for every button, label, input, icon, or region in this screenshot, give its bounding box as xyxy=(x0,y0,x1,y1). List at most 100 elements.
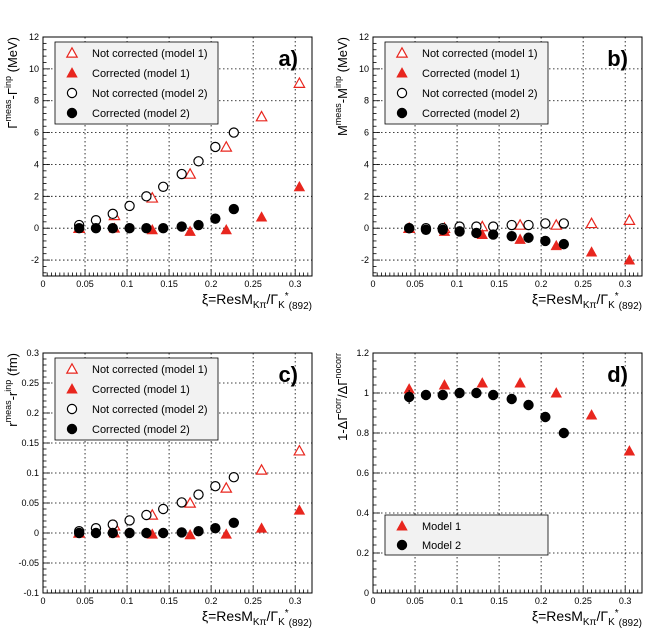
x-tick-label: 0.2 xyxy=(205,279,218,289)
x-tick-label: 0.25 xyxy=(244,596,262,606)
data-point xyxy=(506,219,517,231)
data-point xyxy=(184,528,196,540)
y-axis-title: Mmeas-Minp (MeV) xyxy=(333,37,350,136)
data-point xyxy=(585,216,598,229)
legend-marker xyxy=(396,107,408,119)
x-tick-label: 0.05 xyxy=(76,596,94,606)
data-point xyxy=(158,503,169,515)
panel-c: 0 0.05 0.1 0.15 0.2 0.25 0.3 -0.1 -0.05 0 0.05 0.1 0… xyxy=(3,348,313,629)
x-tick-label: 0.3 xyxy=(619,279,632,289)
y-tick-label: 12 xyxy=(359,32,369,42)
y-tick-label: 4 xyxy=(364,159,369,169)
data-point xyxy=(183,496,197,508)
legend-label: Corrected (model 2) xyxy=(92,108,190,120)
x-tick-label: 0.05 xyxy=(406,596,424,606)
y-tick-label: 0 xyxy=(364,588,369,598)
legend-marker xyxy=(396,87,408,99)
data-point xyxy=(220,223,232,235)
data-point xyxy=(403,222,415,234)
data-point xyxy=(514,377,526,388)
x-tick-label: 0.2 xyxy=(535,596,548,606)
data-point xyxy=(124,515,135,526)
y-tick-label: 8 xyxy=(34,96,39,106)
data-point xyxy=(210,481,221,492)
x-axis-title: ξ=ResMKπ/ΓK*(892) xyxy=(532,291,642,312)
data-point xyxy=(255,463,268,475)
legend-label: Not corrected (model 1) xyxy=(422,48,538,60)
x-axis-title: ξ=ResMKπ/ΓK*(892) xyxy=(532,608,642,629)
data-point xyxy=(488,229,499,240)
data-point xyxy=(228,127,240,138)
y-tick-label: 0.25 xyxy=(21,378,39,388)
y-tick-label: -0.1 xyxy=(23,588,39,598)
legend-marker xyxy=(66,87,78,99)
panel-a: 0 0.05 0.1 0.15 0.2 0.25 0.3 -2 0 2 4 6 8 10 12 ξ=ResMK… xyxy=(3,32,313,312)
series-corrected-model-2 xyxy=(73,203,240,234)
x-tick-label: 0 xyxy=(40,279,45,289)
y-tick-label: 0.15 xyxy=(21,438,39,448)
x-tick-label: 0.3 xyxy=(289,279,302,289)
data-point xyxy=(193,489,204,500)
data-point xyxy=(437,389,448,401)
series-corrected-model-2 xyxy=(73,517,240,539)
data-point xyxy=(454,387,465,399)
y-tick-label: 0.4 xyxy=(356,508,369,518)
y-tick-label: -2 xyxy=(361,255,369,265)
x-tick-label: 0 xyxy=(370,279,375,289)
x-axis-title: ξ=ResMKπ/ΓK*(892) xyxy=(202,291,312,312)
legend-marker xyxy=(66,67,78,78)
legend-box xyxy=(384,41,549,125)
panel-d: 0 0.05 0.1 0.15 0.2 0.25 0.3 0 0.2 0.4 0.6 0.8 1 1.2 ξ… xyxy=(333,348,643,629)
legend-label: Not corrected (model 1) xyxy=(92,364,208,376)
data-point xyxy=(293,444,306,456)
y-axis-title: 1-ΔΓcorr/ΔΓnocorr xyxy=(333,353,350,441)
legend-label: Model 1 xyxy=(422,521,461,533)
data-point xyxy=(506,230,517,242)
data-point xyxy=(623,213,636,225)
data-point xyxy=(176,168,187,180)
x-tick-label: 0.3 xyxy=(289,596,302,606)
data-point xyxy=(141,191,152,202)
x-tick-label: 0.05 xyxy=(76,279,94,289)
x-tick-label: 0 xyxy=(40,596,45,606)
legend-marker xyxy=(66,423,78,435)
data-point xyxy=(255,522,268,533)
data-point xyxy=(228,203,240,215)
y-tick-label: -0.05 xyxy=(18,558,39,568)
data-point xyxy=(558,427,570,439)
data-point xyxy=(184,225,196,236)
data-point xyxy=(476,377,488,388)
legend-label: Corrected (model 1) xyxy=(92,68,190,80)
data-point xyxy=(558,218,570,229)
data-point xyxy=(228,517,240,529)
legend-label: Not corrected (model 1) xyxy=(92,48,208,60)
x-tick-label: 0 xyxy=(370,596,375,606)
x-tick-label: 0.15 xyxy=(160,279,178,289)
series-model-2 xyxy=(403,387,570,439)
data-point xyxy=(220,481,233,493)
data-point xyxy=(193,219,204,231)
data-point xyxy=(193,526,204,537)
x-tick-label: 0.1 xyxy=(451,279,464,289)
data-point xyxy=(623,254,636,265)
data-point xyxy=(523,399,534,411)
legend-marker xyxy=(65,362,79,374)
legend-marker xyxy=(396,539,408,551)
data-point xyxy=(158,222,169,234)
legend-marker xyxy=(66,383,78,394)
data-point xyxy=(220,528,232,539)
data-point xyxy=(141,527,152,539)
legend-label: Corrected (model 2) xyxy=(92,424,190,436)
legend-box xyxy=(54,41,219,125)
y-tick-label: 0.3 xyxy=(26,348,39,358)
data-point xyxy=(471,227,482,239)
y-tick-label: -2 xyxy=(31,255,39,265)
legend-label: Model 2 xyxy=(422,540,461,552)
data-point xyxy=(550,387,562,398)
series-model-1 xyxy=(403,377,636,456)
y-tick-label: 0 xyxy=(364,223,369,233)
y-tick-label: 0.6 xyxy=(356,468,369,478)
data-point xyxy=(506,393,517,405)
